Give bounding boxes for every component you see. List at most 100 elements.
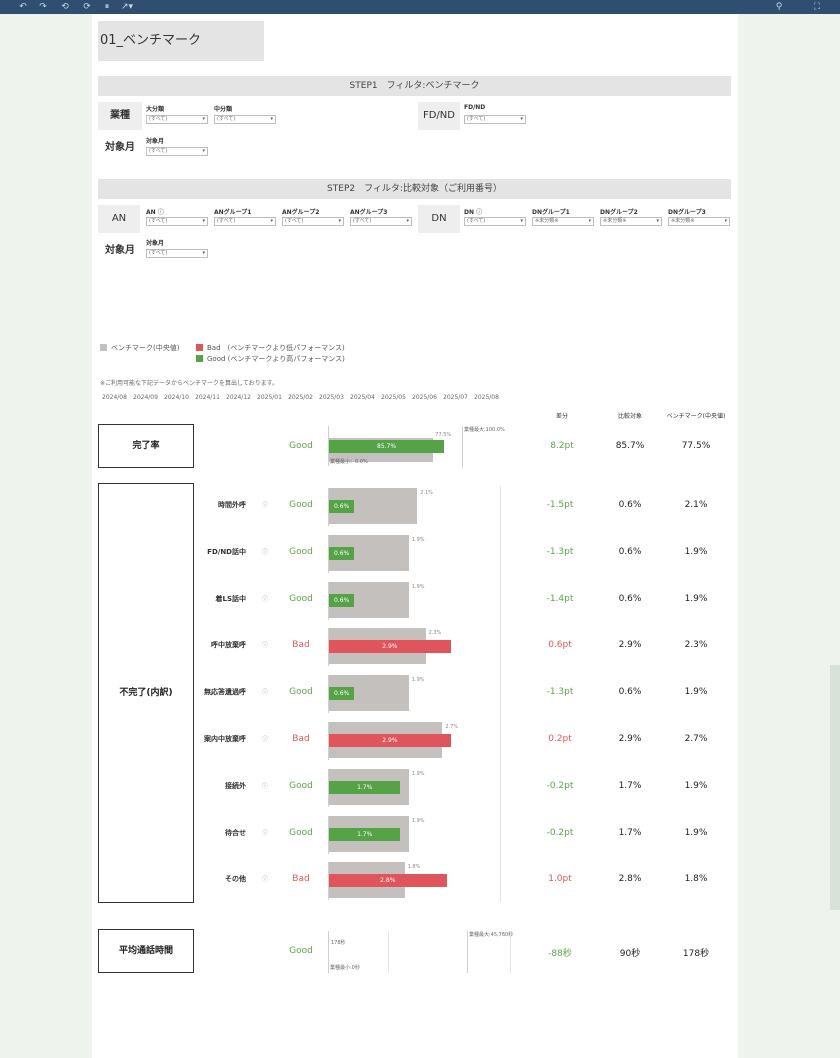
an-group1-caption: ANグループ1 <box>214 209 252 216</box>
completion-status: Good <box>289 441 313 451</box>
row-axis-line <box>328 581 329 620</box>
month-item: 2025/05 <box>381 394 406 401</box>
redo-icon[interactable]: ↷ <box>39 2 47 12</box>
incomplete-row-status: Good <box>289 687 313 698</box>
legend-bad-swatch <box>196 344 203 351</box>
month-item: 2025/08 <box>474 394 499 401</box>
row-axis-line <box>328 675 329 714</box>
incomplete-row-benchmark: 2.1% <box>684 500 708 510</box>
avg-call-compare: 90秒 <box>619 949 641 959</box>
incomplete-row-status: Good <box>289 780 313 791</box>
incomplete-row-diff: -1.3pt <box>546 546 574 557</box>
incomplete-row-label: FD/ND話中 <box>207 547 246 556</box>
dn-group3-caption: DNグループ3 <box>668 209 706 216</box>
incomplete-bench-label: 1.9% <box>411 770 425 777</box>
dn-dropdown[interactable]: (すべて) <box>464 217 526 226</box>
info-icon[interactable]: ⓘ <box>476 209 483 216</box>
avg-call-min-label: 業種最小:0秒 <box>330 965 360 971</box>
incomplete-row-label: 呼中放棄呼 <box>211 641 246 650</box>
info-icon[interactable]: ⓘ <box>262 876 269 884</box>
revert-icon[interactable]: ⟲ <box>61 2 69 12</box>
month-item: 2024/08 <box>102 394 127 401</box>
scroll-panel <box>830 665 840 910</box>
middle-category-dropdown[interactable]: (すべて) <box>214 115 276 124</box>
incomplete-row-compare: 2.8% <box>618 874 642 885</box>
an-group2-caption: ANグループ2 <box>282 209 320 216</box>
avg-call-bench-label: 178秒 <box>331 940 346 946</box>
step1-month-dropdown[interactable]: (すべて) <box>146 147 208 156</box>
dn-group2-dropdown[interactable]: ※未分類※ <box>600 217 662 226</box>
an-group3-dropdown[interactable]: (すべて) <box>350 217 412 226</box>
completion-max-label: 業種最大:100.0% <box>464 427 505 433</box>
completion-compare-bar: 85.7% <box>329 440 445 453</box>
incomplete-row-diff: -1.3pt <box>546 687 574 698</box>
incomplete-row-label: 時間外呼 <box>218 501 246 509</box>
step2-month-dropdown[interactable]: (すべて) <box>146 249 208 258</box>
incomplete-compare-bar: 1.7% <box>329 827 401 841</box>
dn-group3-dropdown[interactable]: ※未分類※ <box>668 217 730 226</box>
completion-axis-line <box>328 426 329 466</box>
col-head-benchmark: ベンチマーク(中央値) <box>666 413 726 420</box>
row-axis-line <box>328 815 329 854</box>
incomplete-bench-label: 2.3% <box>428 630 442 637</box>
incomplete-row-benchmark: 2.3% <box>684 640 708 651</box>
incomplete-row-label: 待合せ <box>225 828 246 837</box>
paint-icon[interactable]: ⚲ <box>775 2 783 12</box>
an-dropdown[interactable]: (すべて) <box>146 217 208 226</box>
incomplete-compare-bar: 1.7% <box>329 780 401 794</box>
avg-call-right-line <box>510 931 511 973</box>
an-group3-caption: ANグループ3 <box>350 209 388 216</box>
info-icon[interactable]: ⓘ <box>262 829 269 837</box>
info-icon[interactable]: ⓘ <box>262 689 269 697</box>
fdnd-dropdown[interactable]: (すべて) <box>464 115 526 124</box>
incomplete-bench-label: 1.9% <box>411 583 425 590</box>
incomplete-box: 不完了(内訳) <box>98 483 194 903</box>
info-icon[interactable]: ⓘ <box>262 595 269 603</box>
legend-good-swatch <box>196 355 203 362</box>
completion-max-line <box>462 426 463 468</box>
incomplete-bench-label: 1.8% <box>407 864 421 871</box>
legend-bad: Bad (ベンチマークより低パフォーマンス) <box>207 344 345 352</box>
info-icon[interactable]: ⓘ <box>262 548 269 556</box>
an-group2-dropdown[interactable]: (すべて) <box>282 217 344 226</box>
incomplete-compare-bar: 2.9% <box>329 734 451 747</box>
refresh-icon[interactable]: ⟳ <box>83 2 91 12</box>
incomplete-row-compare: 0.6% <box>618 593 642 604</box>
incomplete-row-label: 接続外 <box>225 781 246 790</box>
incomplete-row-diff: -1.4pt <box>546 593 574 604</box>
share-icon[interactable]: ↗▾ <box>120 2 134 12</box>
pause-icon[interactable]: ⏸ <box>104 2 110 12</box>
incomplete-row-compare: 0.6% <box>618 546 642 557</box>
dn-group1-dropdown[interactable]: ※未分類※ <box>532 217 594 226</box>
incomplete-compare-bar: 0.6% <box>329 546 355 560</box>
incomplete-compare-bar: 0.6% <box>329 593 355 607</box>
incomplete-row-diff: 1.0pt <box>548 874 572 885</box>
incomplete-row-benchmark: 1.9% <box>684 687 708 698</box>
info-icon[interactable]: ⓘ <box>157 209 164 216</box>
row-axis-line <box>328 768 329 807</box>
col-head-compare: 比較対象 <box>617 413 642 420</box>
step2-month-label: 対象月 <box>98 237 142 265</box>
fullscreen-icon[interactable]: ⛶ <box>813 2 821 12</box>
incomplete-row-benchmark: 2.7% <box>684 734 708 744</box>
info-icon[interactable]: ⓘ <box>262 782 269 790</box>
info-icon[interactable]: ⓘ <box>262 736 269 743</box>
incomplete-row-diff: 0.2pt <box>548 734 572 744</box>
incomplete-row-label: 案内中放棄呼 <box>204 735 246 743</box>
incomplete-bench-label: 1.9% <box>411 677 425 684</box>
an-group1-dropdown[interactable]: (すべて) <box>214 217 276 226</box>
dn-caption: DN ⓘ <box>464 209 483 216</box>
incomplete-row-compare: 0.6% <box>618 687 642 698</box>
month-item: 2025/07 <box>443 394 468 401</box>
incomplete-bench-label: 2.1% <box>420 490 433 496</box>
completion-diff: 8.2pt <box>550 441 574 451</box>
step1-header: STEP1 フィルタ:ベンチマーク <box>98 76 731 96</box>
incomplete-row-benchmark: 1.9% <box>684 827 708 838</box>
undo-icon[interactable]: ↶ <box>19 2 27 12</box>
avg-call-box: 平均通話時間 <box>98 929 194 973</box>
info-icon[interactable]: ⓘ <box>262 642 269 650</box>
month-item: 2025/03 <box>319 394 344 401</box>
info-icon[interactable]: ⓘ <box>262 502 269 509</box>
step2-month-caption: 対象月 <box>146 240 165 247</box>
major-category-dropdown[interactable]: (すべて) <box>146 115 208 124</box>
